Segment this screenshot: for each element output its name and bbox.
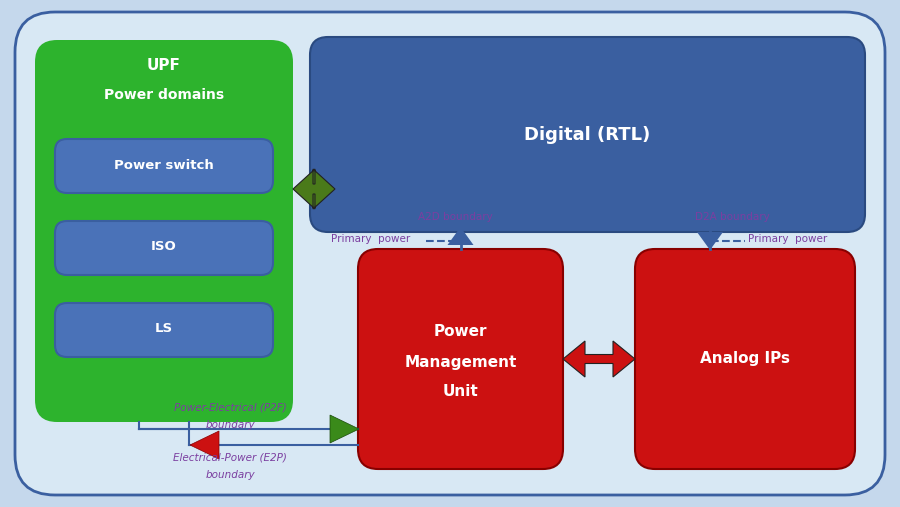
FancyBboxPatch shape <box>310 37 865 232</box>
Polygon shape <box>330 415 359 443</box>
Text: boundary: boundary <box>205 470 255 480</box>
Text: Power switch: Power switch <box>114 159 214 171</box>
Text: ISO: ISO <box>151 240 177 254</box>
FancyBboxPatch shape <box>15 12 885 495</box>
Text: Primary  power: Primary power <box>331 234 410 244</box>
FancyBboxPatch shape <box>35 40 293 422</box>
Polygon shape <box>293 169 335 209</box>
FancyBboxPatch shape <box>55 221 273 275</box>
Text: Digital (RTL): Digital (RTL) <box>525 126 651 144</box>
Text: Management: Management <box>404 354 517 370</box>
Text: Unit: Unit <box>443 384 479 400</box>
Text: Electrical-Power (E2P): Electrical-Power (E2P) <box>173 452 287 462</box>
Polygon shape <box>447 227 473 245</box>
Text: Power domains: Power domains <box>104 88 224 102</box>
FancyBboxPatch shape <box>358 249 563 469</box>
Polygon shape <box>563 341 635 377</box>
Text: Power: Power <box>434 324 487 340</box>
Polygon shape <box>697 232 723 250</box>
FancyBboxPatch shape <box>55 303 273 357</box>
Text: UPF: UPF <box>147 57 181 73</box>
Polygon shape <box>190 431 219 459</box>
FancyBboxPatch shape <box>635 249 855 469</box>
Text: boundary: boundary <box>205 420 255 430</box>
Text: Power-Electrical (P2F): Power-Electrical (P2F) <box>174 402 286 412</box>
Text: Analog IPs: Analog IPs <box>700 351 790 367</box>
Text: LS: LS <box>155 322 173 336</box>
FancyBboxPatch shape <box>55 139 273 193</box>
Text: Primary  power: Primary power <box>748 234 827 244</box>
Text: A2D boundary: A2D boundary <box>418 212 493 222</box>
Text: D2A boundary: D2A boundary <box>695 212 770 222</box>
